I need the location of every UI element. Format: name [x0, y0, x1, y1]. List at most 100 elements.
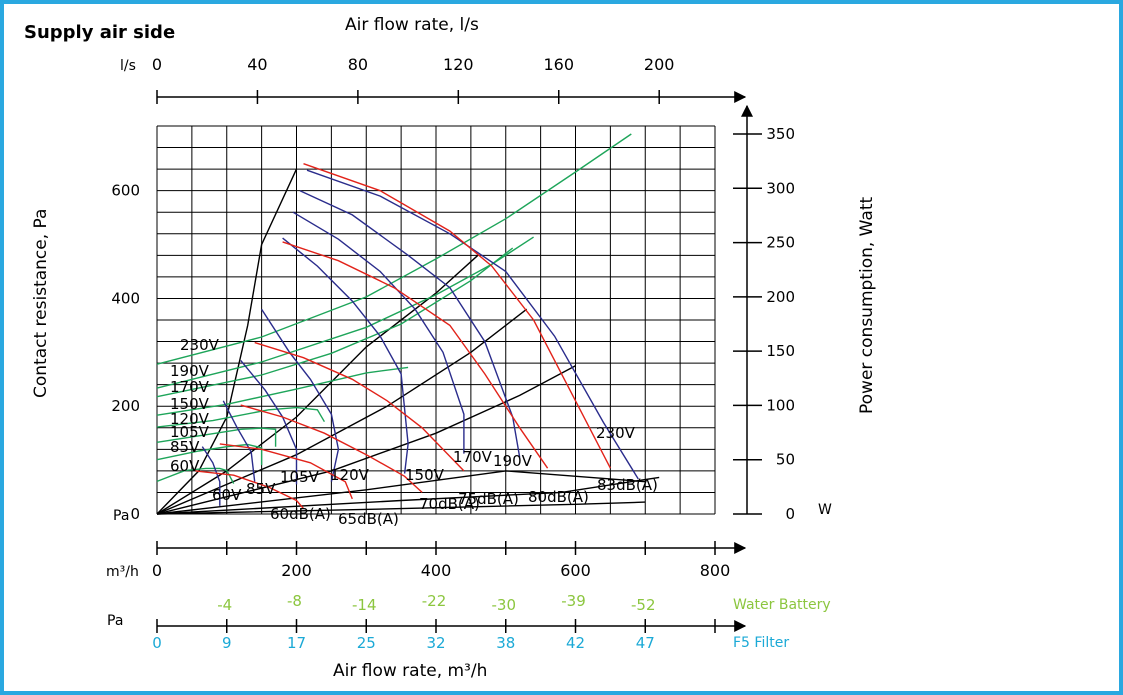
pa-scale-unit: Pa: [107, 613, 123, 629]
system-line: [156, 254, 479, 515]
top-axis-tick-label: 80: [348, 55, 368, 74]
pressure-curve-85V: [222, 400, 256, 482]
system-line: [156, 501, 646, 515]
bottom-axis-tick-label: 200: [281, 561, 312, 580]
water-battery-value: -14: [352, 596, 377, 614]
water-battery-value: -22: [422, 592, 447, 610]
filter-value: 38: [496, 634, 515, 652]
left-axis-tick-label: 600: [111, 182, 140, 200]
filter-value: 9: [222, 634, 232, 652]
water-battery-value: -39: [561, 592, 586, 610]
power-curve-105V: [156, 427, 277, 447]
filter-value: 0: [152, 634, 162, 652]
voltage-label-bottom: 120V: [330, 466, 370, 484]
water-battery-value: -4: [217, 596, 232, 614]
pressure-curve-150V: [282, 237, 409, 474]
left-axis-tick-label: 200: [111, 397, 140, 415]
pressure-curve-120V: [261, 308, 340, 482]
bottom-axis-tick-label: 0: [152, 561, 162, 580]
right-axis-tick-label: 100: [766, 396, 795, 414]
filter-value: 17: [287, 634, 306, 652]
sound-curve-65dB(A): [219, 443, 353, 500]
right-axis-tick-label: 150: [766, 342, 795, 360]
system-line: [156, 365, 576, 515]
db-label: 75dB(A): [458, 490, 519, 508]
right-axis-tick-label: 350: [766, 125, 795, 143]
voltage-label-bottom: 85V: [246, 480, 276, 498]
top-axis-unit: l/s: [120, 58, 136, 74]
system-line: [156, 168, 298, 515]
voltage-label-left: 120V: [170, 410, 210, 428]
right-axis-tick-label: 200: [766, 288, 795, 306]
voltage-label-bottom: 190V: [493, 452, 533, 470]
sound-curve-83dB(A): [303, 163, 612, 469]
chart-title: Supply air side: [24, 22, 175, 43]
system-line: [156, 308, 528, 515]
voltage-label-left: 85V: [170, 438, 200, 456]
power-curve-190V: [156, 236, 534, 389]
voltage-label-bottom: 170V: [453, 448, 493, 466]
voltage-label-left: 190V: [170, 362, 210, 380]
db-label: 83dB(A): [597, 476, 658, 494]
top-axis-tick-label: 120: [443, 55, 474, 74]
pressure-curve-190V: [299, 190, 521, 458]
bottom-axis-title: Air flow rate, m³/h: [333, 661, 487, 681]
bottom-axis-tick-label: 400: [421, 561, 452, 580]
system-line: [156, 470, 646, 515]
right-axis-tick-label: 0: [785, 505, 795, 523]
top-axis-tick-label: 40: [247, 55, 267, 74]
left-axis-title: Contact resistance, Pa: [31, 209, 51, 398]
power-curve-230V: [156, 133, 632, 365]
left-axis-tick-label: 0: [130, 505, 140, 523]
bottom-axis-unit: m³/h: [106, 564, 139, 580]
power-curve-60V: [156, 467, 235, 484]
right-axis-tick-label: 300: [766, 179, 795, 197]
sound-curve-80dB(A): [282, 241, 549, 469]
right-axis-tick-label: 250: [766, 234, 795, 252]
filter-label: F5 Filter: [733, 635, 789, 651]
voltage-label-left: 230V: [180, 336, 220, 354]
top-axis-tick-label: 160: [543, 55, 574, 74]
voltage-label-left: 170V: [170, 378, 210, 396]
right-axis-unit: W: [818, 502, 832, 518]
water-battery-label: Water Battery: [733, 597, 831, 613]
bottom-axis-tick-label: 800: [700, 561, 731, 580]
filter-value: 32: [426, 634, 445, 652]
sound-curve-70dB(A): [240, 404, 423, 493]
db-label: 80dB(A): [528, 488, 589, 506]
filter-value: 25: [357, 634, 376, 652]
voltage-label-bottom: 150V: [405, 466, 445, 484]
sound-curve-60dB(A): [195, 470, 305, 510]
voltage-label-bottom: 230V: [596, 424, 636, 442]
power-curve-150V: [156, 366, 409, 416]
left-axis-unit: Pa: [113, 508, 129, 524]
pressure-curve-170V: [292, 211, 465, 454]
left-axis-tick-label: 400: [111, 289, 140, 307]
pressure-curve-230V: [306, 169, 639, 480]
right-axis-tick-label: 50: [776, 451, 795, 469]
voltage-label-left: 105V: [170, 423, 210, 441]
filter-value: 47: [636, 634, 655, 652]
voltage-label-left: 60V: [170, 457, 200, 475]
bottom-axis-tick-label: 600: [560, 561, 591, 580]
sound-curve-75dB(A): [254, 341, 465, 472]
right-axis-title: Power consumption, Watt: [857, 197, 877, 414]
db-label: 60dB(A): [270, 505, 331, 523]
db-label: 70dB(A): [419, 495, 480, 513]
pressure-curve-60V: [201, 446, 221, 506]
water-battery-value: -52: [631, 596, 656, 614]
power-curve-170V: [156, 247, 514, 398]
voltage-label-bottom: 105V: [280, 468, 320, 486]
top-axis-tick-label: 0: [152, 55, 162, 74]
power-curve-120V: [156, 406, 326, 428]
filter-value: 42: [566, 634, 585, 652]
db-label: 65dB(A): [338, 510, 399, 528]
top-axis-title: Air flow rate, l/s: [345, 15, 479, 35]
water-battery-value: -30: [492, 596, 517, 614]
top-axis-tick-label: 200: [644, 55, 675, 74]
water-battery-value: -8: [287, 592, 302, 610]
voltage-label-left: 150V: [170, 395, 210, 413]
system-line: [156, 476, 660, 515]
